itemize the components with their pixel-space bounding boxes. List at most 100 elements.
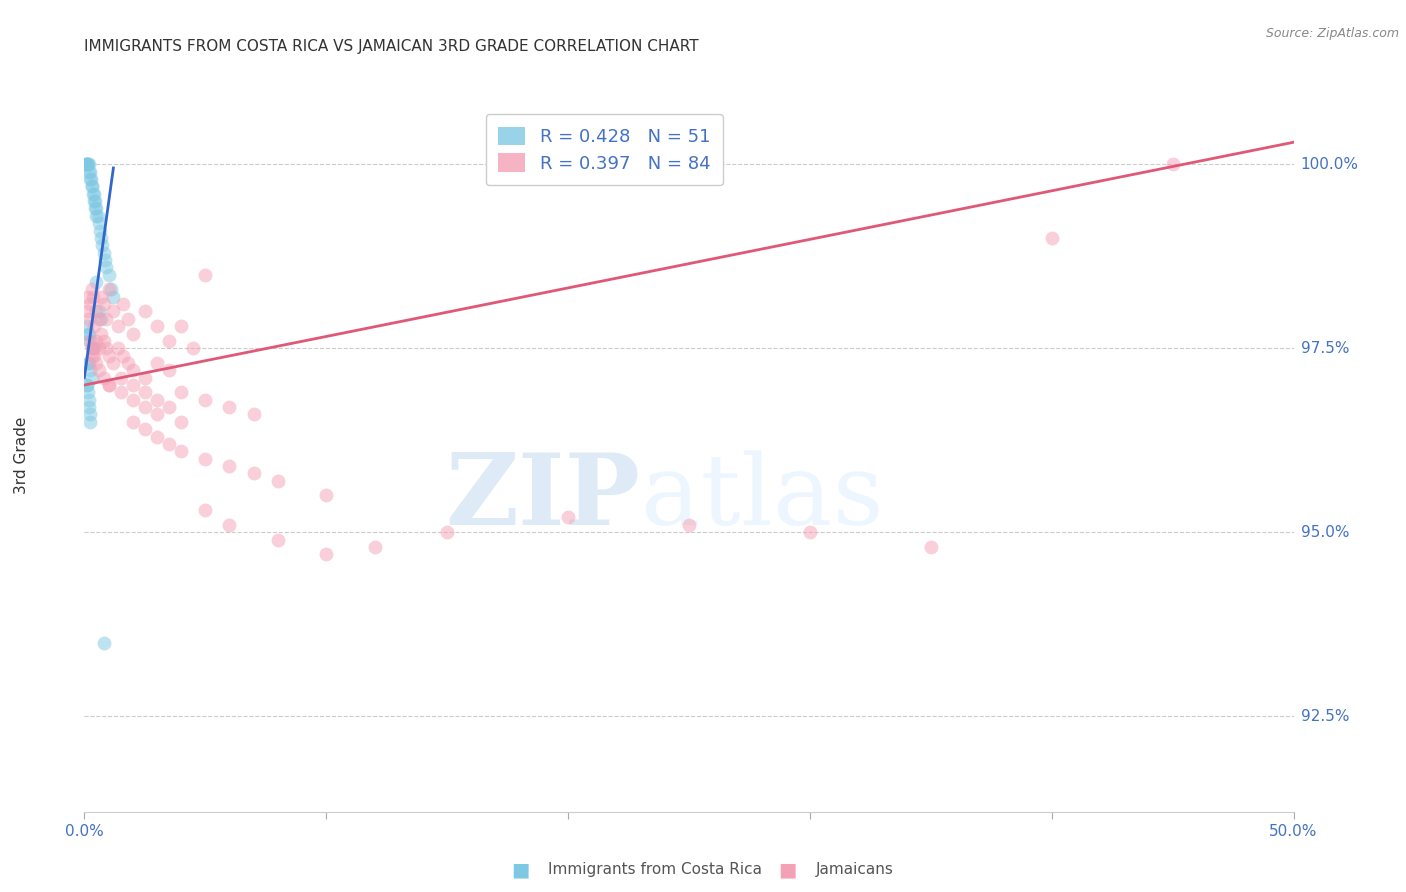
Point <box>80 341 103 355</box>
Point <box>157 437 180 451</box>
Point <box>146 392 169 407</box>
Point <box>83 319 105 334</box>
Point <box>267 533 290 547</box>
Point <box>80 282 103 296</box>
Point <box>75 157 97 171</box>
Point <box>121 363 143 377</box>
Point <box>94 311 117 326</box>
Point <box>97 378 120 392</box>
Point <box>103 290 125 304</box>
Point <box>80 172 103 186</box>
Point <box>77 157 100 171</box>
Point <box>79 415 101 429</box>
Point <box>93 370 115 384</box>
Point <box>77 334 100 348</box>
Point <box>86 334 108 348</box>
Point <box>82 186 104 201</box>
Point <box>87 311 110 326</box>
Point <box>79 334 101 348</box>
Point <box>170 319 193 334</box>
Point <box>170 385 193 400</box>
Point <box>77 164 100 178</box>
Point <box>87 304 110 318</box>
Point <box>77 392 100 407</box>
Point <box>146 408 169 422</box>
Point <box>363 540 385 554</box>
Point <box>157 334 180 348</box>
Point <box>90 311 112 326</box>
Point <box>194 503 217 517</box>
Point <box>84 202 107 216</box>
Point <box>157 363 180 377</box>
Point <box>112 349 135 363</box>
Point <box>77 400 100 414</box>
Point <box>94 341 117 355</box>
Point <box>77 326 100 341</box>
Point <box>218 517 240 532</box>
Text: 95.0%: 95.0% <box>1301 524 1348 540</box>
Point <box>170 415 193 429</box>
Point <box>107 319 129 334</box>
Point <box>920 540 942 554</box>
Point <box>76 157 98 171</box>
Point <box>146 319 169 334</box>
Point <box>97 282 120 296</box>
Point <box>77 385 100 400</box>
Point <box>315 488 337 502</box>
Point <box>83 341 105 355</box>
Point <box>117 311 139 326</box>
Point <box>134 370 156 384</box>
Point <box>194 392 217 407</box>
Point <box>83 349 105 363</box>
Point <box>157 400 180 414</box>
Point <box>91 238 114 252</box>
Point <box>97 378 120 392</box>
Point <box>93 334 115 348</box>
Point <box>86 209 108 223</box>
Point <box>242 467 264 481</box>
Legend: R = 0.428   N = 51, R = 0.397   N = 84: R = 0.428 N = 51, R = 0.397 N = 84 <box>485 114 723 186</box>
Point <box>100 282 122 296</box>
Point <box>76 378 98 392</box>
Point <box>678 517 700 532</box>
Text: ZIP: ZIP <box>446 450 641 546</box>
Point <box>82 290 104 304</box>
Point <box>76 319 98 334</box>
Point <box>77 304 100 318</box>
Point <box>218 400 240 414</box>
Point <box>82 179 104 194</box>
Point <box>86 209 108 223</box>
Point <box>134 385 156 400</box>
Point <box>76 157 98 171</box>
Point <box>146 356 169 370</box>
Point <box>80 370 103 384</box>
Text: 3rd Grade: 3rd Grade <box>14 417 28 493</box>
Point <box>134 422 156 436</box>
Point <box>799 525 821 540</box>
Point <box>76 378 98 392</box>
Point <box>79 164 101 178</box>
Text: 92.5%: 92.5% <box>1301 708 1348 723</box>
Point <box>84 202 107 216</box>
Point <box>77 157 100 171</box>
Point <box>90 290 112 304</box>
Point <box>94 260 117 275</box>
Point <box>121 415 143 429</box>
Point <box>315 547 337 561</box>
Text: ■: ■ <box>778 860 797 880</box>
Point <box>79 172 101 186</box>
Point <box>90 231 112 245</box>
Point <box>557 510 579 524</box>
Point <box>267 474 290 488</box>
Point <box>194 451 217 466</box>
Point <box>82 341 104 355</box>
Point <box>134 304 156 318</box>
Point <box>97 349 120 363</box>
Point <box>80 349 103 363</box>
Point <box>77 326 100 341</box>
Point <box>121 326 143 341</box>
Point <box>89 223 111 237</box>
Point <box>181 341 204 355</box>
Text: 97.5%: 97.5% <box>1301 341 1348 356</box>
Point <box>87 363 110 377</box>
